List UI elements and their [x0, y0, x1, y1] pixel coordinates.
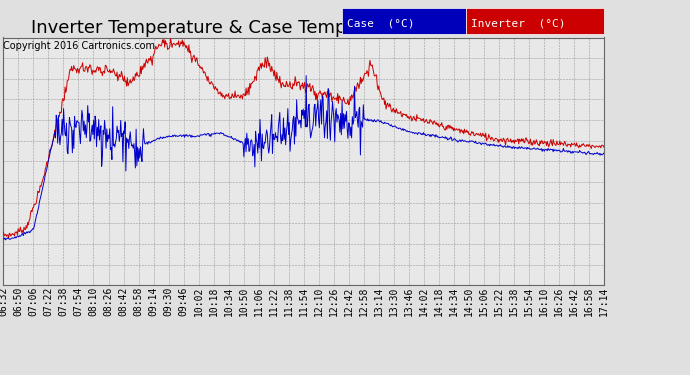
Title: Inverter Temperature & Case Temperature Sun Feb 28 17:24: Inverter Temperature & Case Temperature … — [31, 20, 576, 38]
Text: Case  (°C): Case (°C) — [347, 19, 415, 29]
Text: Inverter  (°C): Inverter (°C) — [471, 19, 566, 29]
Text: Copyright 2016 Cartronics.com: Copyright 2016 Cartronics.com — [3, 41, 155, 51]
